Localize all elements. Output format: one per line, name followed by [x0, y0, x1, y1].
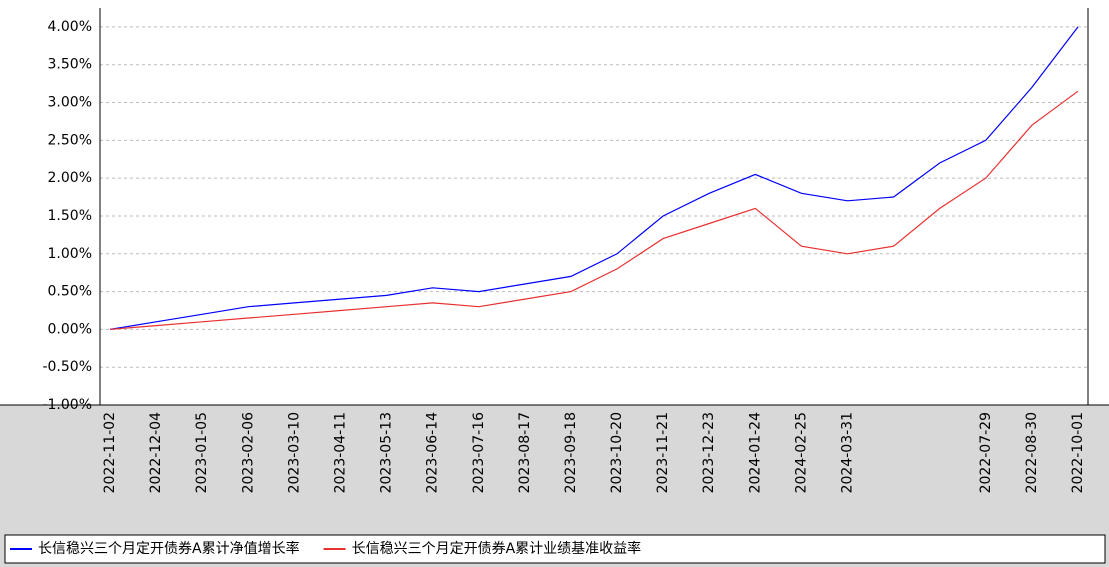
series-line	[109, 26, 1079, 330]
y-tick-label: 0.00%	[48, 321, 92, 337]
x-tick-label: 2023-03-10	[286, 412, 302, 493]
x-tick-label: 2023-01-05	[194, 412, 210, 493]
legend-label: 长信稳兴三个月定开债券A累计净值增长率	[38, 540, 300, 557]
x-tick-label: 2023-02-06	[240, 412, 256, 493]
x-tick-label: 2024-03-31	[840, 412, 856, 493]
x-tick-label: 2024-02-25	[793, 412, 809, 493]
x-tick-label: 2023-10-20	[609, 412, 625, 493]
y-tick-label: 1.50%	[48, 208, 92, 224]
x-tick-label: 2023-04-11	[332, 412, 348, 493]
x-tick-label: 2022-10-01	[1070, 412, 1086, 493]
legend-box	[4, 534, 1106, 564]
x-tick-label: 2023-09-18	[563, 412, 579, 493]
y-tick-label: 4.00%	[48, 19, 92, 35]
y-tick-label: 1.00%	[48, 246, 92, 262]
x-tick-label: 2022-08-30	[1024, 412, 1040, 493]
x-tick-label: 2023-08-17	[517, 412, 533, 493]
y-tick-label: 0.50%	[48, 284, 92, 300]
y-tick-label: 2.00%	[48, 170, 92, 186]
x-tick-label: 2023-06-14	[425, 412, 441, 493]
y-tick-label: 3.00%	[48, 95, 92, 111]
x-tick-label: 2024-01-24	[747, 412, 763, 493]
x-tick-label: 2022-11-02	[102, 412, 118, 493]
series-line	[109, 90, 1079, 330]
y-tick-label: -0.50%	[42, 359, 92, 375]
x-tick-label: 2023-12-23	[701, 412, 717, 493]
x-tick-label: 2023-11-21	[655, 412, 671, 493]
y-tick-label: 2.50%	[48, 132, 92, 148]
legend-label: 长信稳兴三个月定开债券A累计业绩基准收益率	[352, 540, 642, 557]
x-tick-label: 2023-07-16	[471, 412, 487, 493]
x-tick-label: 2022-07-29	[978, 412, 994, 493]
y-tick-label: 3.50%	[48, 57, 92, 73]
x-tick-label: 2022-12-04	[148, 412, 164, 493]
x-tick-label: 2023-05-13	[379, 412, 395, 493]
